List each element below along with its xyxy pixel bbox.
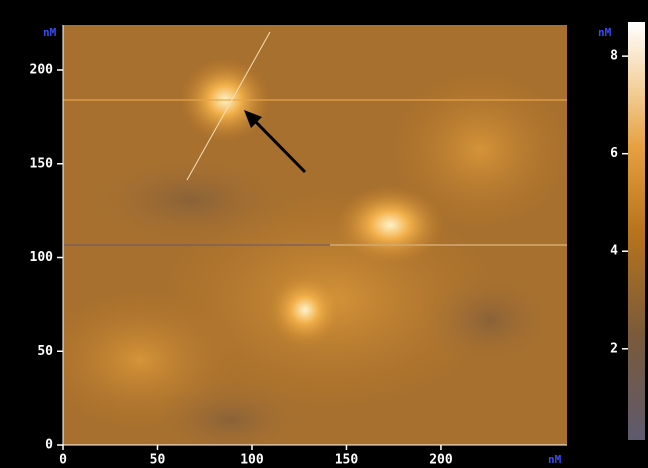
y-tick-label: 100 xyxy=(30,250,54,265)
x-tick-label: 200 xyxy=(429,453,453,468)
x-tick-label: 50 xyxy=(150,453,166,468)
afm-figure: nM nM nM 0 50 100 150 200 0 50 100 150 200 2 4 6 8 xyxy=(0,0,648,468)
colorbar-unit: nM xyxy=(598,26,612,39)
x-unit: nM xyxy=(548,453,562,466)
colorbar-tick-label: 2 xyxy=(610,341,618,356)
colorbar-tick-label: 4 xyxy=(610,244,618,259)
colorbar-tick-label: 6 xyxy=(610,146,618,161)
y-tick-label: 200 xyxy=(30,63,54,78)
y-tick-label: 150 xyxy=(30,156,54,171)
colorbar xyxy=(628,22,645,440)
y-tick-label: 0 xyxy=(45,438,53,453)
x-tick-label: 100 xyxy=(240,453,264,468)
y-tick-label: 50 xyxy=(37,344,53,359)
x-tick-label: 0 xyxy=(59,453,67,468)
x-tick-label: 150 xyxy=(335,453,359,468)
y-unit: nM xyxy=(43,26,57,39)
colorbar-tick-label: 8 xyxy=(610,49,618,64)
afm-image xyxy=(40,25,570,460)
